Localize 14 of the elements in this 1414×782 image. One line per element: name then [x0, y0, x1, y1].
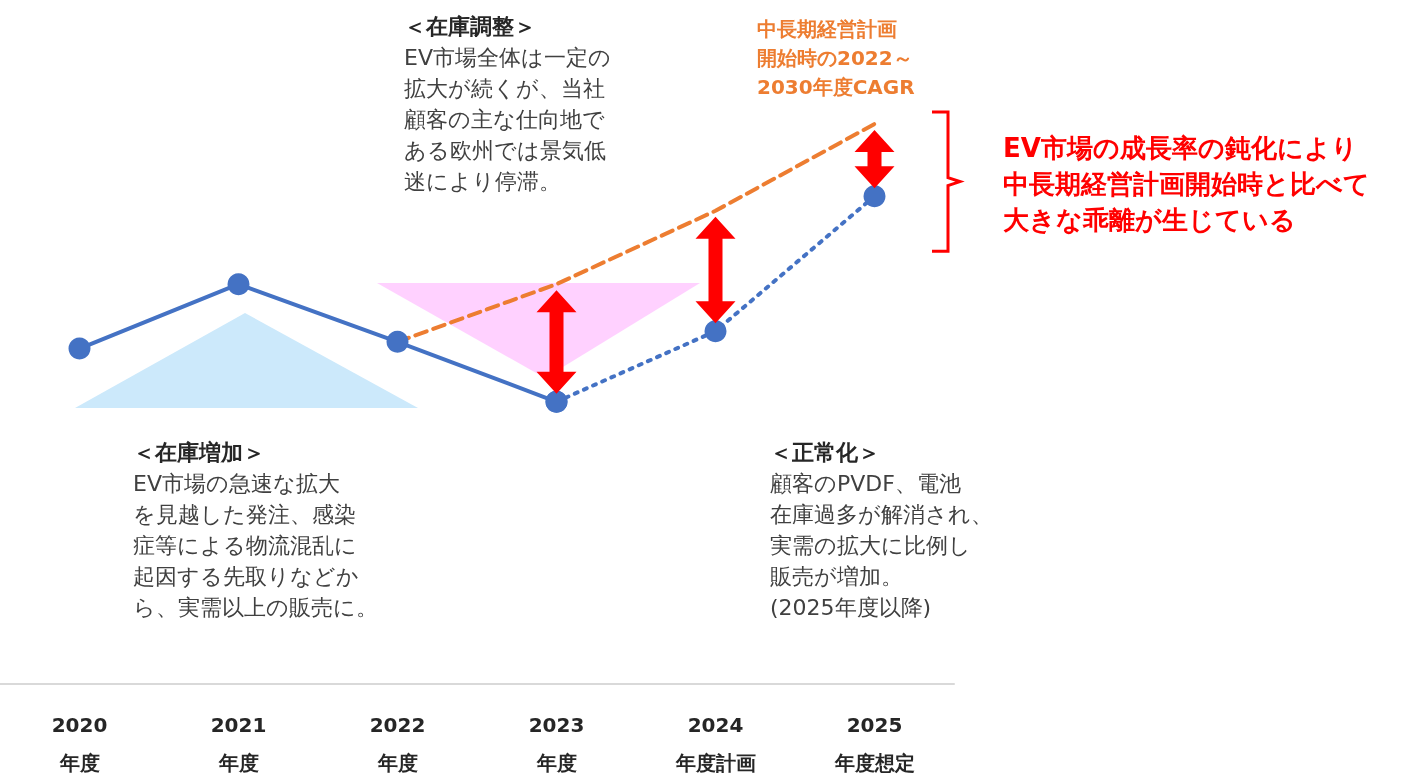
- x-tick-label: 2020 年度: [51, 713, 108, 775]
- annotation: ＜正常化＞: [770, 439, 880, 465]
- text: ＜在庫調整＞: [404, 13, 536, 39]
- x-tick-label: 2021 年度: [210, 713, 267, 775]
- x-tick-label: 2023 年度: [528, 713, 585, 775]
- annotation: EV市場全体は一定の拡大が続くが、当社顧客の主な仕向地である欧州では景気低迷により停滞。: [404, 45, 611, 194]
- annotation: 顧客のPVDF、電池在庫過多が解消され、実需の拡大に比例し販売が増加。(2025年度以降): [770, 471, 993, 620]
- x-tick-label: 2022 年度: [369, 713, 426, 775]
- annotation: EV市場の急速な拡大を見越した発注、感染症等による物流混乱に起因する先取りなどから、実需以上の販売に。: [133, 471, 378, 620]
- x-tick-label: 2024 年度計画: [674, 713, 756, 775]
- text: EV市場の成長率の鈍化により中長期経営計画開始時と比べて大きな乖離が生じている: [1003, 133, 1370, 235]
- x-tick-label: 2025 年度想定: [833, 713, 915, 775]
- text: 中長期経営計画開始時の2022～2030年度CAGR: [757, 16, 915, 99]
- annotation: ＜在庫増加＞: [133, 439, 265, 465]
